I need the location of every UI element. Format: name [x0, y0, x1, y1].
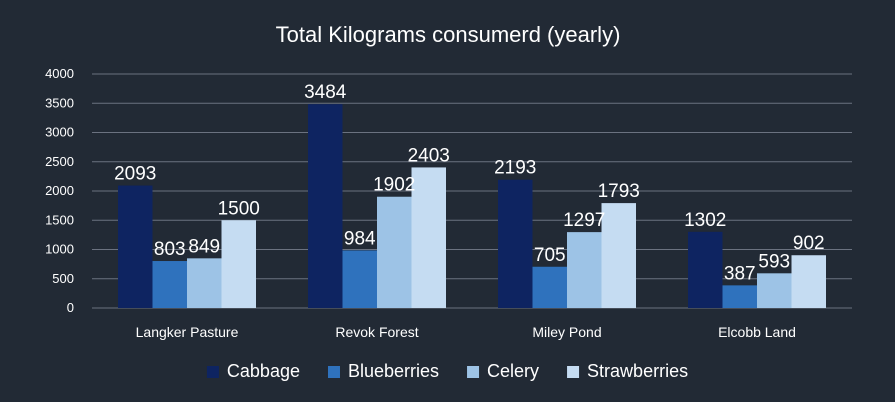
bar [187, 258, 222, 308]
data-labels: 2093 803 849 1500 3484 984 1902 2403 2193 705 1297… [114, 82, 824, 284]
bar [791, 255, 826, 308]
data-label: 984 [344, 228, 376, 249]
legend-label: Cabbage [227, 361, 300, 381]
y-tick-label: 1500 [45, 212, 74, 227]
legend: Cabbage Blueberries Celery Strawberries [206, 361, 688, 381]
y-tick-label: 2500 [45, 154, 74, 169]
data-label: 1302 [684, 210, 726, 231]
data-label: 705 [534, 245, 566, 266]
data-label: 2193 [494, 158, 536, 179]
legend-label: Blueberries [348, 361, 439, 381]
data-label: 593 [758, 251, 790, 272]
legend-swatch [206, 366, 219, 378]
bars [118, 104, 826, 308]
y-tick-label: 0 [67, 300, 74, 315]
x-axis-categories: Langker Pasture Revok Forest Miley Pond Elc… [136, 324, 796, 340]
bar [498, 179, 533, 308]
bar [377, 196, 412, 308]
y-tick-label: 500 [52, 271, 74, 286]
chart-title: Total Kilograms consumerd (yearly) [276, 22, 621, 47]
bar [532, 266, 567, 308]
data-label: 803 [154, 239, 186, 260]
bar [308, 104, 343, 308]
data-label: 902 [793, 233, 825, 254]
legend-swatch [327, 366, 340, 378]
legend-swatch [567, 366, 580, 378]
data-label: 849 [188, 236, 220, 257]
bar [757, 273, 792, 308]
data-label: 387 [724, 263, 756, 284]
category-label: Miley Pond [532, 324, 601, 340]
bar [221, 220, 256, 308]
data-label: 1793 [598, 181, 640, 202]
y-tick-label: 3500 [45, 95, 74, 110]
bar [118, 185, 153, 308]
bar [722, 285, 757, 308]
legend-swatch [467, 366, 480, 378]
category-label: Langker Pasture [136, 324, 239, 340]
data-label: 1297 [563, 210, 605, 231]
y-tick-label: 3000 [45, 125, 74, 140]
legend-label: Celery [487, 361, 539, 381]
data-label: 1902 [373, 175, 415, 196]
bar [411, 167, 446, 308]
legend-label: Strawberries [587, 361, 688, 381]
category-label: Revok Forest [335, 324, 418, 340]
y-tick-label: 2000 [45, 183, 74, 198]
category-label: Elcobb Land [718, 324, 796, 340]
data-label: 2403 [408, 145, 450, 166]
bar [601, 203, 636, 308]
y-axis-ticks: 0 500 1000 1500 2000 2500 3000 3500 4000 [45, 66, 74, 315]
data-label: 2093 [114, 164, 156, 185]
y-tick-label: 1000 [45, 242, 74, 257]
data-label: 3484 [304, 82, 347, 103]
y-tick-label: 4000 [45, 66, 74, 81]
bar [688, 231, 723, 308]
data-label: 1500 [218, 198, 260, 219]
bar [567, 232, 602, 308]
bar [152, 261, 187, 308]
bar [342, 250, 377, 308]
